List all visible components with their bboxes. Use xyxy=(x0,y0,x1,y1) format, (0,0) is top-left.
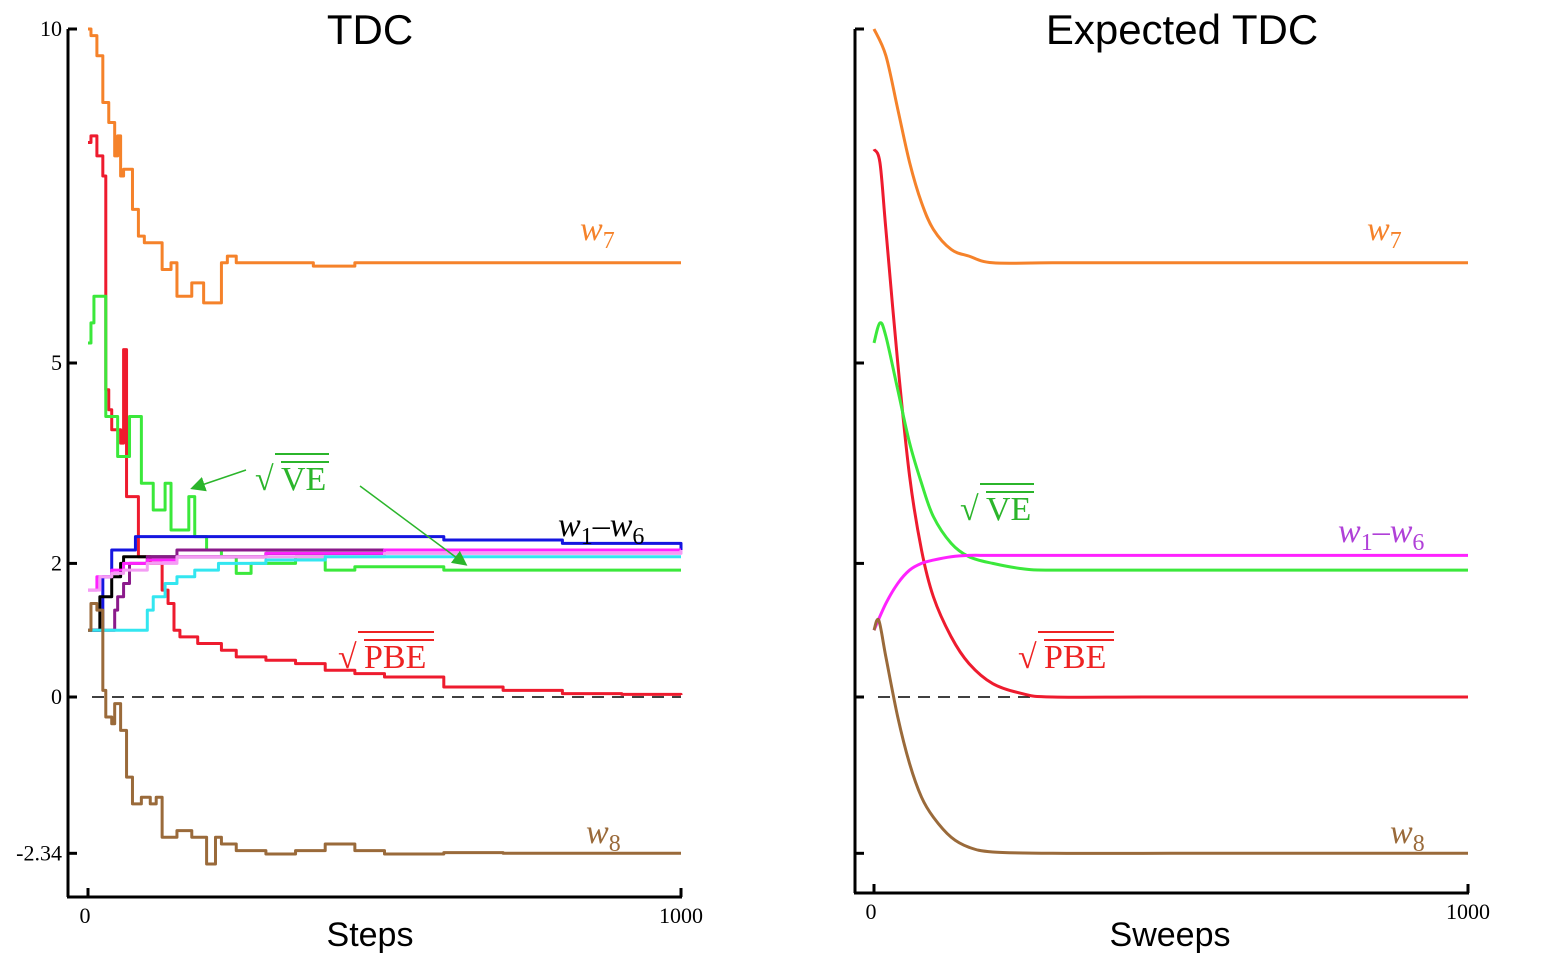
annotation-arrow xyxy=(359,485,468,566)
svg-text:√: √ xyxy=(1018,639,1037,676)
series-line-sqrt_PBE xyxy=(872,148,1468,699)
series-group xyxy=(88,27,683,866)
axes: 0 1000 xyxy=(853,27,1490,924)
svg-text:PBE: PBE xyxy=(364,639,426,676)
svg-text:w8: w8 xyxy=(586,814,621,857)
series-line-w5 xyxy=(88,550,683,592)
svg-text:VE: VE xyxy=(986,491,1031,528)
series-line-sqrt_VE xyxy=(88,294,681,575)
svg-text:w1–w6: w1–w6 xyxy=(558,507,644,550)
chart-title: Expected TDC xyxy=(1046,6,1318,53)
svg-text:w1–w6: w1–w6 xyxy=(1338,513,1424,556)
y-tick-label: 2 xyxy=(51,550,62,575)
x-tick-label: 0 xyxy=(80,903,91,928)
axes: 10 5 2 0 -2.34 0 1000 xyxy=(16,16,703,928)
chart-title: TDC xyxy=(327,6,413,53)
x-axis-label: Steps xyxy=(327,916,414,954)
series-line-w7 xyxy=(872,28,1468,265)
annotation-sqrt_PBE: √ PBE xyxy=(1018,631,1114,676)
series-line-w3 xyxy=(88,548,681,632)
annotation-w1-w6: w1–w6 xyxy=(1338,513,1424,556)
x-tick-label: 1000 xyxy=(659,903,703,928)
svg-text:w8: w8 xyxy=(1390,814,1425,857)
y-tick-label: 0 xyxy=(51,684,62,709)
svg-text:√: √ xyxy=(338,639,357,676)
annotation-sqrt_PBE: √ PBE xyxy=(338,631,434,676)
series-line-sqrt_PBE xyxy=(88,134,683,696)
series-line-w6 xyxy=(88,555,681,632)
series-line-sqrt_VE xyxy=(872,321,1468,572)
series-line-w7 xyxy=(88,27,681,305)
annotation-w8: w8 xyxy=(1390,814,1425,857)
series-group xyxy=(872,28,1468,855)
svg-text:VE: VE xyxy=(281,461,326,498)
svg-text:√: √ xyxy=(960,491,979,528)
series-line-w1-w6 xyxy=(872,553,1468,631)
svg-text:PBE: PBE xyxy=(1044,639,1106,676)
svg-text:w7: w7 xyxy=(1367,211,1402,254)
y-tick-label: 10 xyxy=(40,16,62,41)
x-tick-label: 1000 xyxy=(1446,899,1490,924)
series-line-w8 xyxy=(872,617,1468,855)
series-line-w8 xyxy=(88,601,681,866)
annotation-w7: w7 xyxy=(1367,211,1402,254)
x-axis-label: Sweeps xyxy=(1110,916,1231,954)
x-tick-label: 0 xyxy=(866,899,877,924)
series-line-w1 xyxy=(88,535,683,632)
svg-text:w7: w7 xyxy=(580,211,615,254)
annotation-sqrt_VE: √ VE xyxy=(960,483,1034,528)
annotation-w8: w8 xyxy=(586,814,621,857)
annotation-sqrt_VE: √ VE xyxy=(190,453,468,566)
annotation-w7: w7 xyxy=(580,211,615,254)
svg-text:√: √ xyxy=(255,461,274,498)
annotation-arrow xyxy=(190,469,247,492)
y-tick-label: -2.34 xyxy=(16,840,62,865)
annotation-w1-w6: w1–w6 xyxy=(558,507,644,550)
y-tick-label: 5 xyxy=(51,350,62,375)
